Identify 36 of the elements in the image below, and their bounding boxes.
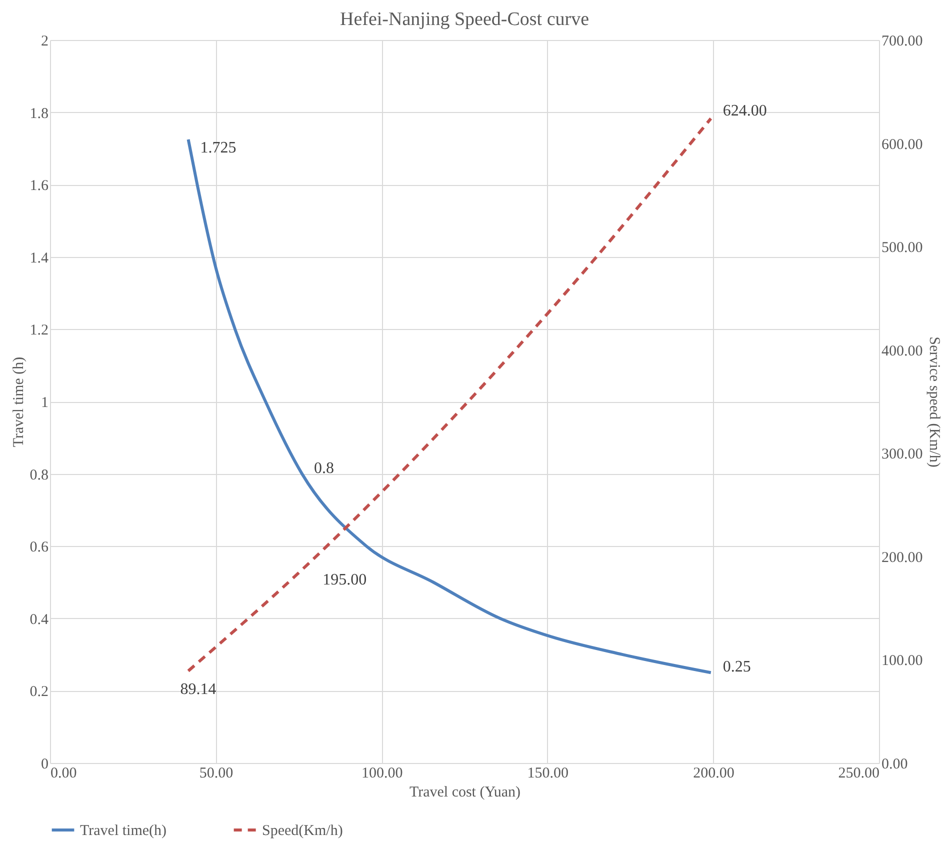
y-tick-label: 1.2: [30, 322, 48, 339]
y-tick-label: 0.6: [30, 540, 49, 556]
data-label: 1.725: [200, 139, 236, 156]
y-tick-label: 1.6: [30, 178, 49, 194]
data-label: 624.00: [722, 102, 767, 120]
data-label: 195.00: [322, 572, 367, 589]
legend-label: Speed(Km/h): [262, 823, 343, 839]
y2-tick-label: 500.00: [882, 240, 923, 256]
y-tick-label: 1: [41, 395, 48, 411]
x-tick-label: 100.00: [361, 766, 403, 782]
x-tick-label: 50.00: [199, 766, 234, 782]
y-tick-label: 0.2: [30, 684, 48, 700]
y2-tick-label: 600.00: [882, 136, 923, 153]
x-tick-label: 150.00: [527, 766, 569, 782]
y2-axis-title: Service speed (Km/h): [926, 336, 942, 468]
y2-tick-label: 300.00: [882, 446, 923, 463]
x-tick-label: 0.00: [50, 766, 77, 782]
data-label: 0.25: [722, 658, 751, 676]
x-axis-title: Travel cost (Yuan): [409, 784, 521, 800]
y2-tick-label: 700.00: [882, 34, 923, 50]
y-axis-title: Travel time (h): [10, 356, 27, 448]
x-tick-label: 250.00: [838, 766, 880, 782]
y2-tick-label: 100.00: [882, 653, 923, 670]
x-tick-label: 200.00: [693, 766, 734, 782]
y2-tick-label: 200.00: [882, 550, 923, 566]
y-tick-label: 2: [41, 34, 48, 50]
y-tick-label: 0: [41, 756, 48, 772]
data-label: 0.8: [314, 460, 334, 477]
legend-label: Travel time(h): [80, 823, 167, 839]
y-tick-label: 1.4: [30, 250, 49, 266]
y-tick-label: 0.8: [30, 467, 48, 484]
y-tick-label: 0.4: [30, 612, 49, 628]
data-label: 89.14: [180, 680, 216, 698]
y-tick-label: 1.8: [30, 106, 48, 122]
y2-tick-label: 400.00: [882, 343, 923, 360]
chart-title: Hefei-Nanjing Speed-Cost curve: [340, 9, 590, 30]
